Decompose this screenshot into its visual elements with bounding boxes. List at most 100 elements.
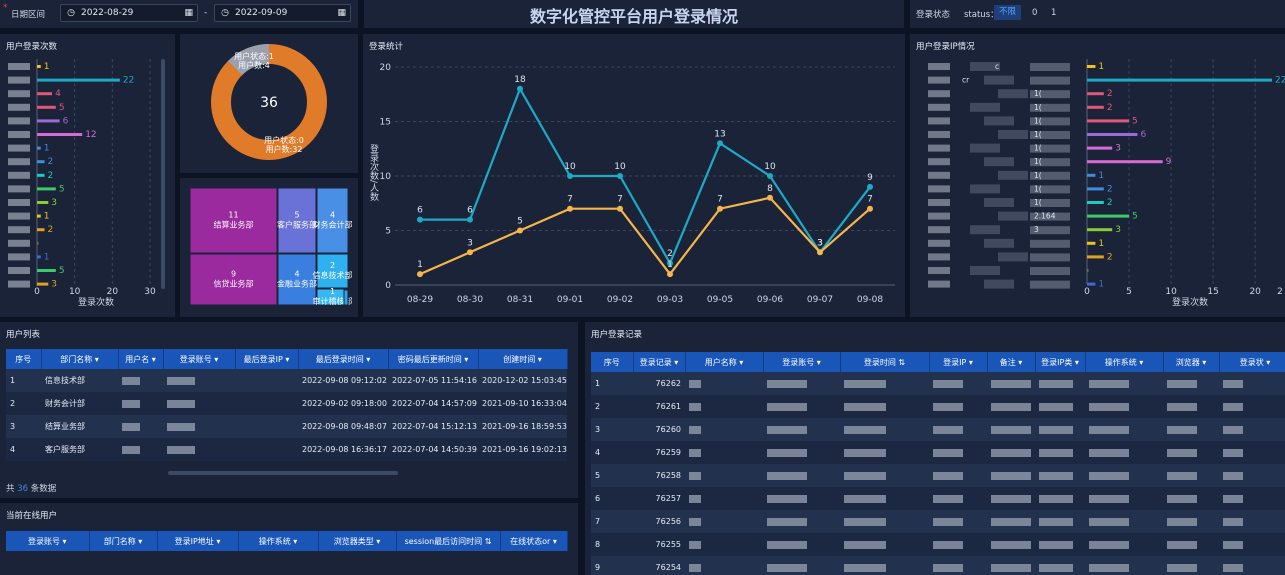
login-count-bar[interactable]	[37, 282, 49, 286]
table-row[interactable]: 4 客户服务部 2022-09-08 16:36:17 2022-07-04 14:5…	[6, 438, 567, 461]
series-point[interactable]	[817, 249, 823, 256]
login-ip-bar[interactable]	[1087, 282, 1096, 286]
table-row[interactable]: 1 信息技术部 2022-09-08 09:12:02 2022-07-05 11:5…	[6, 369, 567, 392]
login-ip-bar[interactable]	[1087, 228, 1113, 232]
treemap-cell[interactable]	[316, 187, 349, 254]
user-list-column-header[interactable]: 创建时间 ▾	[478, 349, 568, 369]
online-users-column-header[interactable]: 在线状态or ▾	[500, 531, 568, 551]
login-ip-bar[interactable]	[1087, 78, 1272, 82]
series-point[interactable]	[467, 249, 473, 256]
login-ip-bar[interactable]	[1087, 214, 1130, 218]
series-point[interactable]	[667, 271, 673, 278]
chart-scrollbar[interactable]	[161, 59, 165, 289]
login-count-bar[interactable]	[37, 241, 39, 245]
series-point[interactable]	[417, 216, 423, 223]
user-list-column-header[interactable]: 用户名 ▾	[118, 349, 164, 369]
login-ip-bar[interactable]	[1087, 65, 1096, 68]
login-records-column-header[interactable]: 操作系统 ▾	[1085, 352, 1164, 372]
table-row[interactable]: 2 财务会计部 2022-09-02 09:18:00 2022-07-04 14:5…	[6, 392, 567, 415]
login-records-column-header[interactable]: 登录记录 ▾	[633, 352, 686, 372]
login-ip-bar[interactable]	[1087, 146, 1113, 150]
end-date-input[interactable]: ◷ 2022-09-09 ▦	[214, 4, 351, 22]
login-ip-bar[interactable]	[1087, 119, 1130, 123]
table-row[interactable]: 8 76255	[591, 533, 1285, 556]
table-row[interactable]: 3 结算业务部 2022-09-08 09:48:07 2022-07-04 15:1…	[6, 415, 567, 438]
status-option-1[interactable]: 1	[1051, 8, 1057, 18]
login-count-bar[interactable]	[37, 201, 49, 204]
login-count-bar[interactable]	[37, 105, 56, 109]
login-ip-bar[interactable]	[1087, 92, 1104, 96]
series-point[interactable]	[567, 205, 573, 212]
login-ip-bar[interactable]	[1087, 201, 1104, 204]
login-records-column-header[interactable]: 登录IP ▾	[929, 352, 988, 372]
login-records-column-header[interactable]: 登录时间 ⇅	[840, 352, 930, 372]
treemap-cell[interactable]	[343, 289, 349, 306]
series-point[interactable]	[617, 205, 623, 212]
status-option-all[interactable]: 不限	[994, 5, 1022, 20]
online-users-column-header[interactable]: 操作系统 ▾	[238, 531, 319, 551]
login-count-bar[interactable]	[37, 160, 45, 164]
user-list-column-header[interactable]: 最后登录时间 ▾	[298, 349, 389, 369]
series-point[interactable]	[517, 227, 523, 234]
login-count-bar[interactable]	[37, 65, 41, 68]
treemap-cell[interactable]	[189, 253, 278, 306]
series-point[interactable]	[567, 173, 573, 179]
login-count-bar[interactable]	[37, 146, 41, 150]
treemap-cell[interactable]	[189, 187, 278, 254]
table-row[interactable]: 3 76260	[591, 418, 1285, 441]
online-users-column-header[interactable]: 浏览器类型 ▾	[318, 531, 397, 551]
login-records-column-header[interactable]: 序号	[591, 352, 634, 372]
login-count-bar[interactable]	[37, 92, 53, 96]
status-option-0[interactable]: 0	[1032, 8, 1038, 18]
series-point[interactable]	[867, 205, 873, 212]
login-ip-bar[interactable]	[1087, 133, 1138, 136]
series-point[interactable]	[617, 173, 623, 179]
donut-segment-status-1[interactable]	[228, 44, 270, 76]
login-ip-bar[interactable]	[1087, 187, 1104, 191]
login-ip-bar[interactable]	[1087, 241, 1096, 245]
table-row[interactable]: 5 76258	[591, 464, 1285, 487]
login-ip-bar[interactable]	[1087, 105, 1104, 109]
login-count-bar[interactable]	[37, 255, 41, 259]
login-ip-bar[interactable]	[1087, 173, 1096, 177]
login-records-column-header[interactable]: 登录IP类 ▾	[1035, 352, 1086, 372]
login-records-column-header[interactable]: 备注 ▾	[987, 352, 1036, 372]
login-records-column-header[interactable]: 登录状 ▾	[1219, 352, 1285, 372]
table-row[interactable]: 7 76256	[591, 510, 1285, 533]
series-point[interactable]	[767, 194, 773, 201]
user-list-column-header[interactable]: 密码最后更新时间 ▾	[388, 349, 479, 369]
login-ip-bar[interactable]	[1087, 255, 1104, 259]
series-point[interactable]	[517, 85, 523, 92]
user-list-column-header[interactable]: 最后登录IP ▾	[235, 349, 299, 369]
series-point[interactable]	[717, 140, 723, 147]
treemap-cell[interactable]	[277, 253, 317, 306]
login-count-bar[interactable]	[37, 78, 120, 82]
online-users-column-header[interactable]: 登录IP地址 ▾	[157, 531, 239, 551]
table-row[interactable]: 2 76261	[591, 395, 1285, 418]
login-count-bar[interactable]	[37, 269, 56, 272]
login-count-bar[interactable]	[37, 119, 60, 123]
online-users-column-header[interactable]: session最后访问时间 ⇅	[396, 531, 501, 551]
table-row[interactable]: 1 76262	[591, 372, 1285, 395]
online-users-column-header[interactable]: 部门名称 ▾	[89, 531, 158, 551]
start-date-input[interactable]: ◷ 2022-08-29 ▦	[60, 4, 198, 22]
table-scrollbar[interactable]	[168, 471, 398, 475]
series-point[interactable]	[767, 173, 773, 179]
user-list-column-header[interactable]: 部门名称 ▾	[41, 349, 119, 369]
series-point[interactable]	[717, 205, 723, 212]
login-ip-bar[interactable]	[1087, 160, 1163, 164]
series-point[interactable]	[417, 271, 423, 278]
login-records-column-header[interactable]: 登录账号 ▾	[763, 352, 841, 372]
online-users-column-header[interactable]: 登录账号 ▾	[6, 531, 90, 551]
login-count-bar[interactable]	[37, 228, 45, 232]
table-row[interactable]: 6 76257	[591, 487, 1285, 510]
user-list-column-header[interactable]: 登录账号 ▾	[163, 349, 236, 369]
series-point[interactable]	[467, 216, 473, 223]
login-count-bar[interactable]	[37, 173, 45, 177]
login-records-column-header[interactable]: 浏览器 ▾	[1163, 352, 1220, 372]
treemap-cell[interactable]	[277, 187, 317, 254]
login-count-bar[interactable]	[37, 214, 41, 218]
series-point[interactable]	[867, 183, 873, 190]
user-list-column-header[interactable]: 序号	[6, 349, 42, 369]
treemap-cell[interactable]	[316, 253, 349, 289]
